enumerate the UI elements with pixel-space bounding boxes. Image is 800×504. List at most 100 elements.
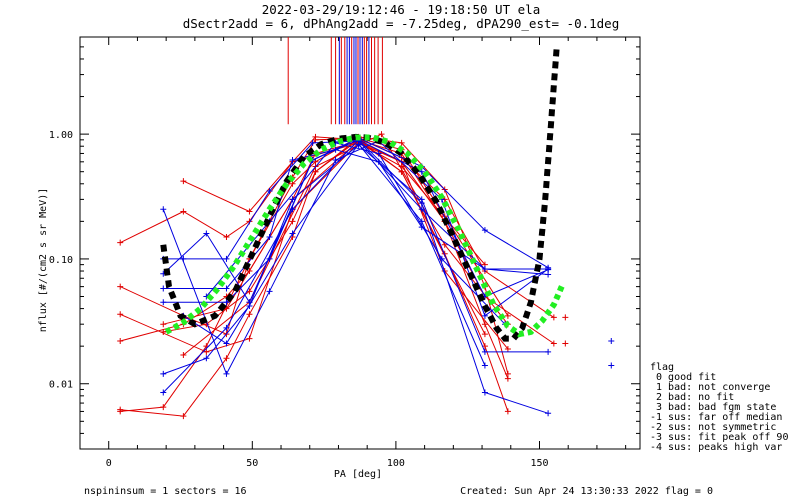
flux-point-marker (223, 255, 230, 262)
flux-point-marker (180, 351, 187, 358)
flux-series-line (163, 139, 549, 303)
flux-point-marker (289, 196, 296, 203)
flux-point-marker (223, 285, 230, 292)
flux-point-marker (481, 312, 488, 319)
flux-point-marker (481, 321, 488, 328)
flux-point-marker (481, 362, 488, 369)
flux-point-marker (266, 255, 273, 262)
flux-point-marker (160, 404, 167, 411)
flux-point-marker (418, 206, 425, 213)
flux-point-marker (203, 348, 210, 355)
flux-point-marker (481, 266, 488, 273)
flux-point-marker (117, 311, 124, 318)
flux-point-marker (332, 146, 339, 153)
flux-series-line (163, 149, 549, 289)
flux-point-marker (504, 345, 511, 352)
flux-point-marker (562, 314, 569, 321)
x-axis-label: PA [deg] (334, 469, 382, 480)
flux-point-marker (481, 331, 488, 338)
y-axis-label: nflux [#/(cm2 s sr MeV)] (38, 188, 49, 333)
footer-left: nspininsum = 1 sectors = 16 (84, 486, 247, 497)
flux-point-marker (375, 150, 382, 157)
flux-point-marker (223, 370, 230, 377)
flux-point-marker (545, 410, 552, 417)
flux-point-marker (332, 157, 339, 164)
flux-point-marker (203, 230, 210, 237)
flux-series-line (162, 137, 549, 304)
flux-point-marker (504, 408, 511, 415)
flux-point-marker (355, 141, 362, 148)
x-tick-label: 0 (106, 458, 112, 469)
flux-point-marker (180, 255, 187, 262)
flux-series-line (163, 140, 486, 335)
flux-point-marker (160, 206, 167, 213)
flux-point-marker (266, 188, 273, 195)
flux-point-marker (160, 299, 167, 306)
flux-point-marker (223, 355, 230, 362)
footer-right: Created: Sun Apr 24 13:30:33 2022 flag =… (460, 486, 713, 497)
flux-point-marker (246, 335, 253, 342)
flux-point-marker (398, 139, 405, 146)
flux-point-marker (545, 266, 552, 273)
flux-point-marker (246, 208, 253, 215)
flux-point-marker (223, 233, 230, 240)
flux-point-marker (203, 355, 210, 362)
flux-point-marker (246, 311, 253, 318)
flux-point-marker (160, 321, 167, 328)
flux-point-marker (289, 180, 296, 187)
flux-point-marker (160, 389, 167, 396)
flux-point-marker (246, 288, 253, 295)
flux-point-marker (223, 340, 230, 347)
legend-entry: 1 bad: not converge (650, 382, 770, 393)
flux-point-marker (117, 283, 124, 290)
flux-point-marker (180, 208, 187, 215)
legend-entry: -1 sus: far off median (650, 412, 782, 423)
flux-point-marker (160, 285, 167, 292)
legend-title: flag (650, 362, 674, 373)
flux-point-marker (223, 324, 230, 331)
legend-entry: -2 sus: not symmetric (650, 422, 776, 433)
chart-title: 2022-03-29/19:12:46 - 19:18:50 UT ela (262, 2, 540, 17)
y-tick-label: 0.10 (49, 255, 73, 266)
flux-point-marker (608, 362, 615, 369)
flux-point-marker (550, 340, 557, 347)
flux-point-marker (481, 348, 488, 355)
fit-curve-black (160, 46, 560, 342)
flux-series-line (162, 139, 549, 414)
flux-point-marker (562, 340, 569, 347)
y-tick-label: 0.01 (49, 380, 73, 391)
legend-entry: -4 sus: peaks high var (650, 442, 782, 453)
flux-point-marker (266, 233, 273, 240)
flux-point-marker (504, 375, 511, 382)
flux-series-line (119, 136, 509, 379)
flux-point-marker (550, 314, 557, 321)
chart-subtitle: dSectr2add = 6, dPhAng2add = -7.25deg, d… (183, 16, 620, 31)
legend-entry: 0 good fit (650, 372, 716, 383)
x-tick-label: 50 (246, 458, 258, 469)
flux-point-marker (481, 389, 488, 396)
flux-point-marker (266, 288, 273, 295)
flux-point-marker (180, 178, 187, 185)
flux-point-marker (180, 413, 187, 420)
flux-point-marker (117, 239, 124, 246)
fit-curve-green (164, 134, 566, 338)
flux-point-marker (608, 338, 615, 345)
flux-series-line (183, 143, 486, 366)
y-tick-label: 1.00 (49, 130, 73, 141)
flux-point-marker (481, 227, 488, 234)
flux-point-marker (289, 218, 296, 225)
legend-entry: 3 bad: bad fgm state (650, 402, 776, 413)
legend-entry: -3 sus: fit peak off 90 (650, 432, 788, 443)
flux-point-marker (418, 168, 425, 175)
flux-series-line (119, 138, 555, 335)
x-tick-label: 150 (530, 458, 548, 469)
flux-point-marker (438, 255, 445, 262)
flux-point-marker (375, 158, 382, 165)
flux-point-marker (545, 348, 552, 355)
flux-point-marker (223, 299, 230, 306)
flux-point-marker (289, 157, 296, 164)
flux-point-marker (117, 338, 124, 345)
flux-point-marker (504, 312, 511, 319)
